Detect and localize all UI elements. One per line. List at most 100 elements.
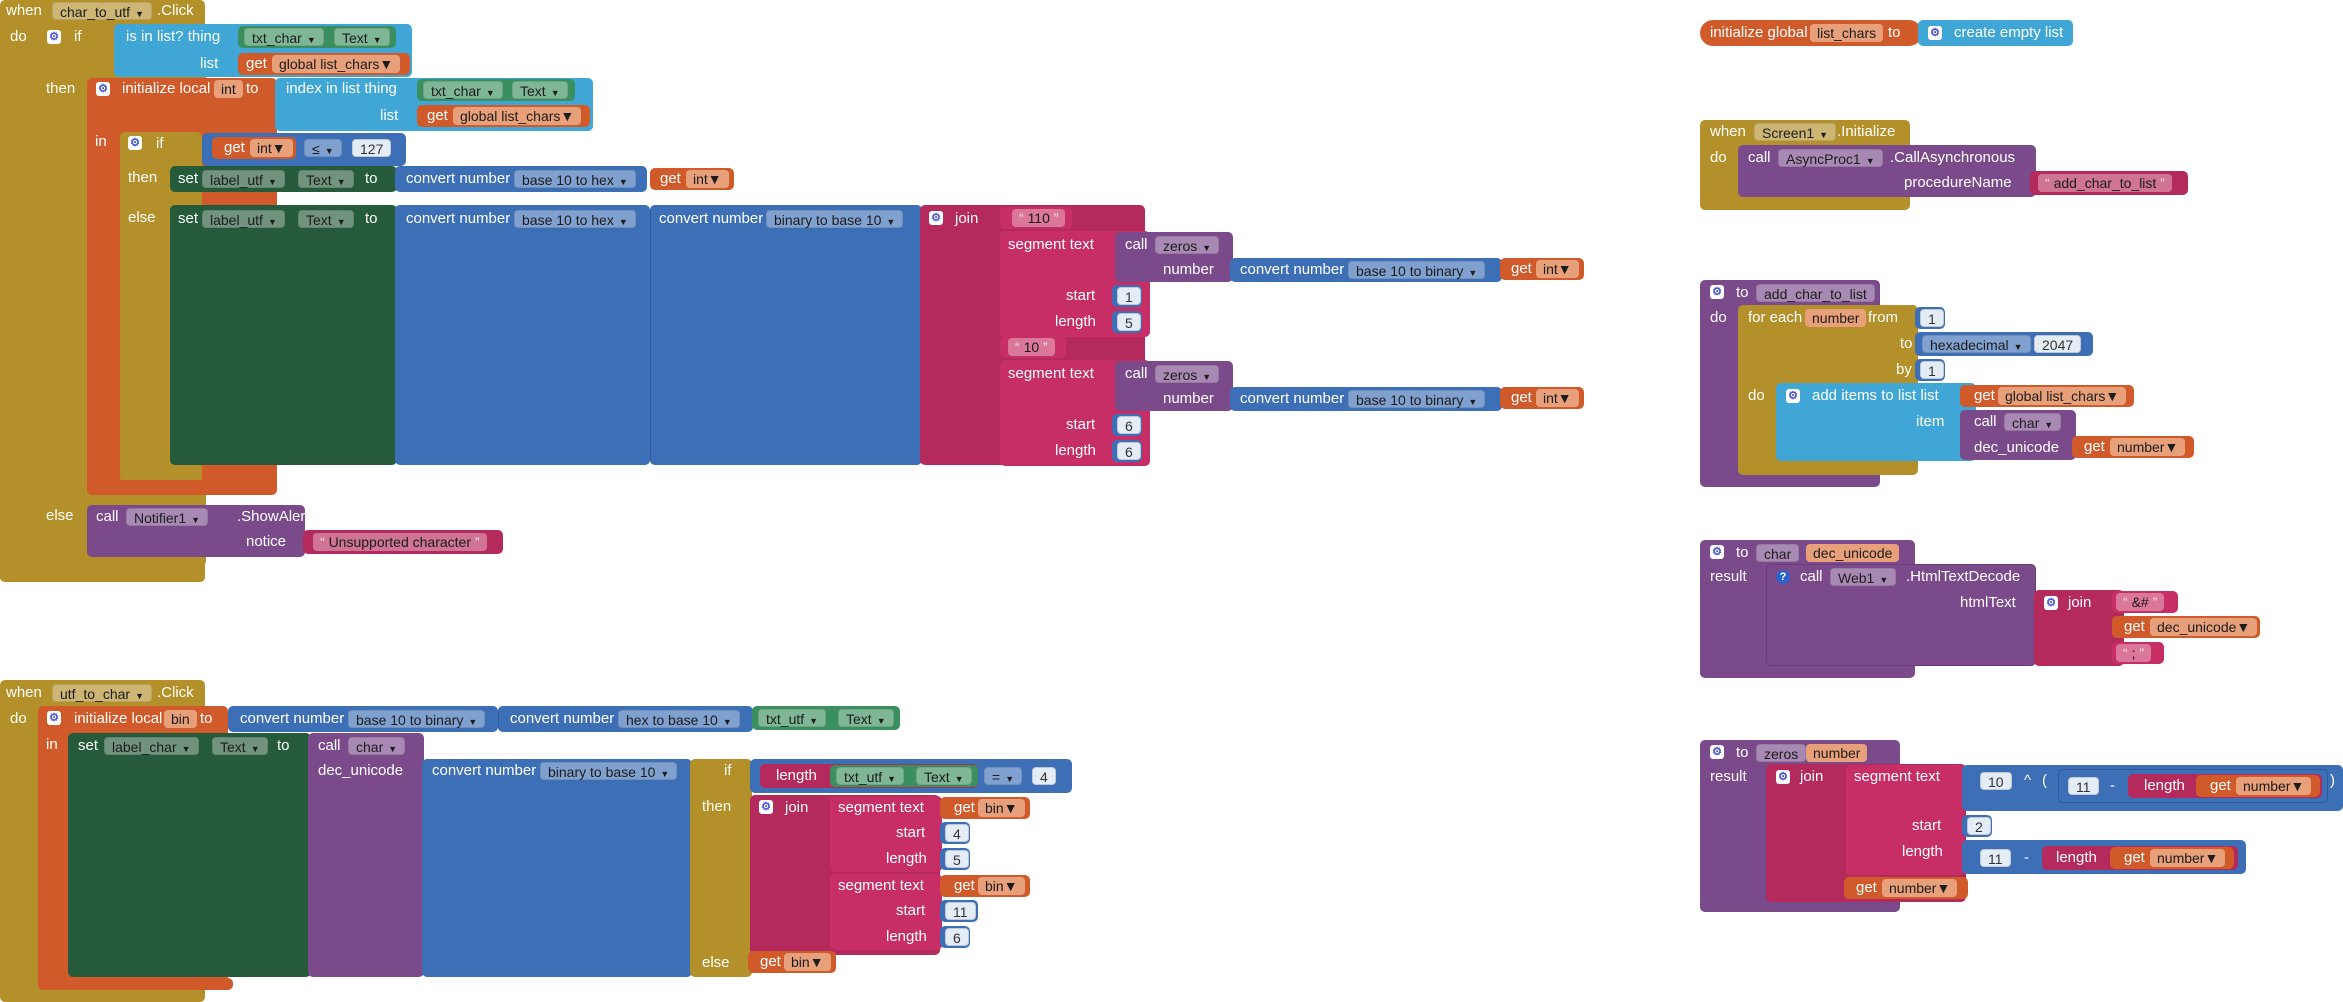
proc-name-add-char-to-list[interactable]: add_char_to_list	[1756, 284, 1875, 302]
base10-to-hex-dropdown[interactable]: base 10 to hex ▼	[514, 170, 636, 188]
segment-block-5[interactable]	[1846, 765, 1964, 875]
screen1-dropdown[interactable]: Screen1 ▼	[1754, 123, 1837, 141]
web1-dropdown[interactable]: Web1 ▼	[1830, 568, 1897, 586]
number-6b[interactable]: 6	[1117, 442, 1141, 460]
number-var-3[interactable]: number▼	[2150, 849, 2226, 867]
component-dropdown-utf-to-char[interactable]: utf_to_char ▼	[52, 684, 152, 702]
number-6c[interactable]: 6	[945, 928, 969, 946]
text-prop-dropdown-4[interactable]: Text ▼	[298, 210, 354, 228]
txt-utf-dropdown-2[interactable]: txt_utf ▼	[836, 767, 905, 785]
number-6a[interactable]: 6	[1117, 416, 1141, 434]
text-prop-dropdown-3[interactable]: Text ▼	[298, 170, 354, 188]
gear-icon[interactable]: ⚙	[759, 800, 773, 814]
int-var-3[interactable]: int▼	[1536, 260, 1579, 278]
convert-number-hex-2[interactable]	[395, 205, 650, 465]
bin-var-3[interactable]: bin▼	[784, 953, 831, 971]
param-dec-unicode[interactable]: dec_unicode	[1806, 544, 1900, 562]
set-label-char-text[interactable]	[68, 733, 311, 977]
component-dropdown-char-to-utf[interactable]: char_to_utf ▼	[52, 2, 152, 20]
base10-to-binary-dropdown-2[interactable]: base 10 to binary ▼	[1348, 390, 1486, 408]
number-127[interactable]: 127	[352, 139, 392, 157]
convert-base10-to-binary-2[interactable]	[1230, 387, 1502, 411]
number-5[interactable]: 5	[1117, 313, 1141, 331]
global-list-chars-dropdown-3[interactable]: global list_chars▼	[1998, 387, 2127, 405]
hexadecimal-dropdown[interactable]: hexadecimal ▼	[1922, 335, 2031, 353]
convert-base10-to-binary-3[interactable]	[228, 706, 498, 732]
global-var-list-chars[interactable]: list_chars	[1810, 24, 1884, 42]
string-10[interactable]: “ 10 ”	[1008, 338, 1055, 356]
loop-var-number[interactable]: number	[1805, 309, 1867, 327]
gear-icon[interactable]: ⚙	[1928, 26, 1942, 40]
bin-var-2[interactable]: bin▼	[978, 877, 1025, 895]
bin-var-1[interactable]: bin▼	[978, 799, 1025, 817]
zeros-dropdown[interactable]: zeros ▼	[1155, 236, 1220, 254]
hex-to-base10-dropdown[interactable]: hex to base 10 ▼	[618, 710, 740, 728]
string-110[interactable]: “ 110 ”	[1012, 209, 1066, 227]
txt-char-text-getter-2[interactable]	[417, 79, 575, 101]
local-var-int[interactable]: int	[214, 80, 243, 98]
gear-icon[interactable]: ⚙	[1786, 389, 1800, 403]
global-list-chars-dropdown-2[interactable]: global list_chars▼	[453, 107, 582, 125]
global-list-chars-dropdown[interactable]: global list_chars▼	[272, 55, 401, 73]
base10-to-binary-dropdown-3[interactable]: base 10 to binary ▼	[348, 710, 486, 728]
amp-hash-string-block[interactable]	[2112, 591, 2178, 613]
gear-icon[interactable]: ⚙	[96, 82, 110, 96]
number-from-1[interactable]: 1	[1920, 309, 1944, 327]
semicolon-string[interactable]: “ ; ”	[2116, 644, 2152, 662]
txt-char-dropdown[interactable]: txt_char ▼	[244, 28, 324, 46]
proc-name-string-block[interactable]	[2030, 171, 2188, 195]
param-number[interactable]: number	[1806, 744, 1868, 762]
proc-name-zeros[interactable]: zeros	[1756, 744, 1807, 762]
convert-binary-to-base10-2[interactable]	[422, 759, 692, 977]
txt-utf-dropdown[interactable]: txt_utf ▼	[758, 709, 827, 727]
create-empty-list[interactable]	[1918, 20, 2073, 46]
label-utf-dropdown-2[interactable]: label_utf ▼	[202, 210, 285, 228]
call-async-proc[interactable]	[1738, 145, 2036, 197]
convert-number-hex[interactable]	[395, 166, 647, 192]
add-items-to-list-block[interactable]	[1776, 383, 1976, 461]
char-proc-dropdown[interactable]: char ▼	[348, 737, 406, 755]
proc-name-char[interactable]: char	[1756, 544, 1800, 562]
gear-icon[interactable]: ⚙	[128, 136, 142, 150]
binary-to-base10-dropdown[interactable]: binary to base 10 ▼	[766, 210, 904, 228]
zeros-dropdown-2[interactable]: zeros ▼	[1155, 365, 1220, 383]
number-10[interactable]: 10	[1980, 772, 2012, 790]
unsupported-string[interactable]: “ Unsupported character ”	[313, 533, 487, 551]
txt-utf-text-getter-2[interactable]	[830, 765, 978, 787]
number-4[interactable]: 4	[1032, 767, 1056, 785]
proc-name-string[interactable]: “ add_char_to_list ”	[2038, 174, 2172, 192]
gear-icon[interactable]: ⚙	[47, 30, 61, 44]
convert-hex-to-base10[interactable]	[498, 706, 753, 732]
convert-base10-to-binary-1[interactable]	[1230, 258, 1502, 282]
gear-icon[interactable]: ⚙	[929, 211, 943, 225]
call-web1-html-decode[interactable]	[1766, 564, 2036, 666]
set-label-utf-text-2[interactable]	[170, 205, 397, 465]
string-10-block[interactable]	[1000, 336, 1066, 358]
int-var[interactable]: int▼	[250, 139, 293, 157]
binary-to-base10-dropdown-2[interactable]: binary to base 10 ▼	[540, 762, 678, 780]
semicolon-string-block[interactable]	[2112, 642, 2164, 664]
number-2047[interactable]: 2047	[2034, 335, 2082, 353]
convert-number-binary-to-base10[interactable]	[650, 205, 922, 465]
text-prop-dropdown-7[interactable]: Text ▼	[916, 767, 972, 785]
inline-if-block[interactable]	[690, 759, 752, 977]
text-prop-dropdown[interactable]: Text ▼	[334, 28, 390, 46]
gear-icon[interactable]: ⚙	[47, 711, 61, 725]
number-var-1[interactable]: number▼	[2110, 438, 2186, 456]
txt-char-dropdown-2[interactable]: txt_char ▼	[423, 81, 503, 99]
le-operator-dropdown[interactable]: ≤ ▼	[304, 139, 342, 157]
base10-to-hex-dropdown-2[interactable]: base 10 to hex ▼	[514, 210, 636, 228]
question-icon[interactable]: ?	[1776, 570, 1790, 584]
gear-icon[interactable]: ⚙	[1776, 770, 1790, 784]
txt-utf-text-getter[interactable]	[752, 706, 900, 730]
segment-block-4[interactable]	[830, 874, 942, 950]
gear-icon[interactable]: ⚙	[1710, 745, 1724, 759]
gear-icon[interactable]: ⚙	[2044, 596, 2058, 610]
call-notifier-show-alert[interactable]	[87, 505, 305, 557]
call-zeros-1[interactable]	[1115, 232, 1233, 282]
number-11b[interactable]: 11	[2068, 777, 2099, 795]
int-var-2[interactable]: int▼	[686, 170, 729, 188]
number-11[interactable]: 11	[945, 902, 976, 920]
call-char-proc-2[interactable]	[1960, 410, 2076, 460]
int-var-4[interactable]: int▼	[1536, 389, 1579, 407]
